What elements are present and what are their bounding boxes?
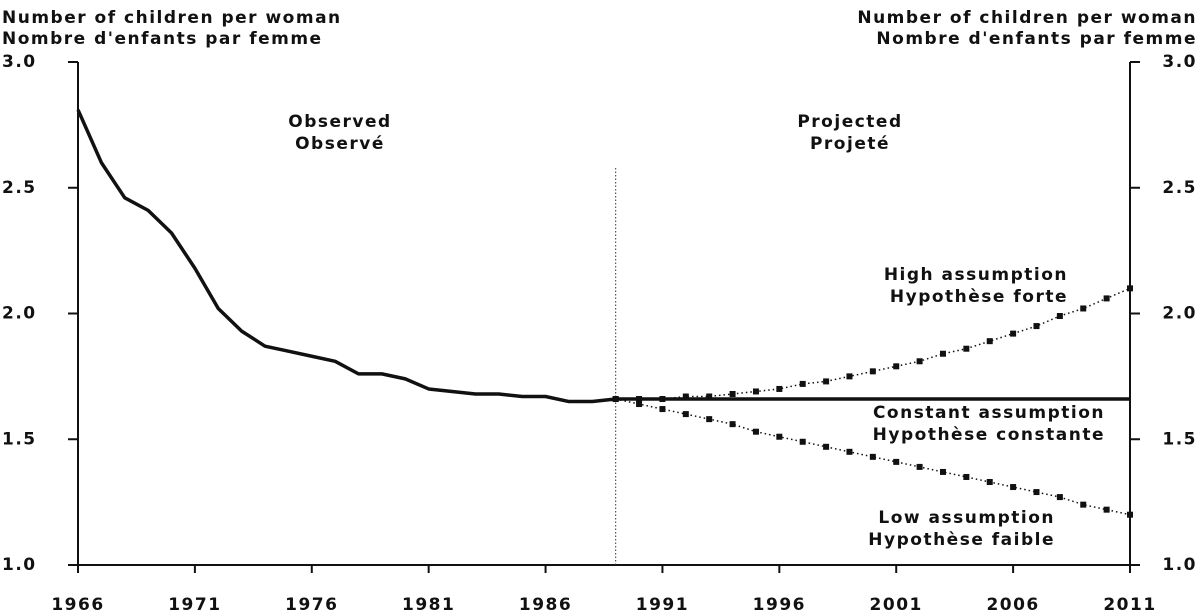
y2-tick-label: 3.0 — [1162, 52, 1197, 72]
series-marker — [799, 438, 806, 445]
series-marker — [823, 443, 830, 450]
series-line — [615, 287, 1131, 400]
annotation: Projeté — [810, 134, 890, 154]
series-marker — [1127, 285, 1133, 292]
series-marker — [706, 416, 713, 423]
y2-axis-title: Nombre d'enfants par femme — [876, 29, 1197, 49]
y2-tick-label: 2.0 — [1162, 304, 1197, 324]
y-axis-title: Number of children per woman — [2, 8, 342, 28]
annotation: Projected — [797, 112, 902, 132]
series-marker — [752, 388, 759, 395]
series-marker — [869, 453, 876, 460]
series-marker — [1010, 484, 1017, 491]
series-marker — [636, 401, 643, 408]
series-marker — [1103, 295, 1110, 302]
series-marker — [823, 378, 830, 385]
y2-tick-label: 1.0 — [1162, 555, 1197, 575]
x-tick-label: 2001 — [870, 595, 923, 614]
series-marker — [799, 380, 806, 387]
series-marker — [963, 473, 970, 480]
y-tick-label: 2.0 — [2, 304, 37, 324]
series-marker — [916, 358, 923, 365]
series-marker — [963, 345, 970, 352]
series-marker — [939, 468, 946, 475]
annotation: Constant assumption — [873, 403, 1105, 423]
y-tick-label: 2.5 — [2, 178, 37, 198]
series-line — [76, 109, 616, 404]
annotation: Observed — [288, 112, 391, 132]
series-marker — [846, 373, 853, 380]
annotation: Hypothèse constante — [873, 425, 1105, 445]
y2-tick-label: 2.5 — [1162, 178, 1197, 198]
x-tick-label: 1971 — [168, 595, 221, 614]
series-marker — [1033, 489, 1040, 496]
series-marker — [706, 393, 713, 400]
x-tick-label: 1986 — [519, 595, 572, 614]
series-marker — [659, 406, 666, 413]
series-marker — [846, 448, 853, 455]
x-tick-label: 2011 — [1103, 595, 1156, 614]
x-tick-label: 1976 — [285, 595, 338, 614]
series-marker — [1080, 501, 1087, 508]
y2-axis-title: Number of children per woman — [857, 8, 1197, 28]
series-marker — [986, 338, 993, 345]
x-tick-label: 1981 — [402, 595, 455, 614]
y-axis-title: Nombre d'enfants par femme — [2, 29, 323, 49]
series-marker — [986, 479, 993, 486]
series-marker — [752, 428, 759, 435]
y2-tick-label: 1.5 — [1162, 429, 1197, 449]
series-marker — [682, 393, 689, 400]
y-tick-label: 1.5 — [2, 429, 37, 449]
series-marker — [893, 458, 900, 465]
series-marker — [869, 368, 876, 375]
series-marker — [1056, 494, 1063, 501]
series-marker — [776, 385, 783, 392]
annotation: Hypothèse faible — [868, 530, 1055, 550]
series-marker — [612, 396, 619, 403]
series-marker — [1080, 305, 1087, 312]
series-marker — [729, 421, 736, 428]
series-marker — [1127, 511, 1133, 518]
series-marker — [939, 350, 946, 357]
series-marker — [916, 463, 923, 470]
series-marker — [893, 363, 900, 370]
series-marker — [1010, 330, 1017, 337]
annotation: High assumption — [884, 265, 1068, 285]
y-tick-label: 3.0 — [2, 52, 37, 72]
x-tick-label: 1991 — [636, 595, 689, 614]
series-marker — [776, 433, 783, 440]
annotation: Observé — [295, 134, 385, 154]
series-marker — [729, 390, 736, 397]
x-tick-label: 2006 — [986, 595, 1039, 614]
annotation: Hypothèse forte — [890, 287, 1068, 307]
y-tick-label: 1.0 — [2, 555, 37, 575]
series-marker — [682, 411, 689, 418]
series-marker — [1056, 313, 1063, 320]
x-tick-label: 1966 — [51, 595, 104, 614]
annotation: Low assumption — [878, 508, 1055, 528]
series-marker — [1103, 506, 1110, 513]
series-marker — [1033, 323, 1040, 330]
x-tick-label: 1996 — [753, 595, 806, 614]
